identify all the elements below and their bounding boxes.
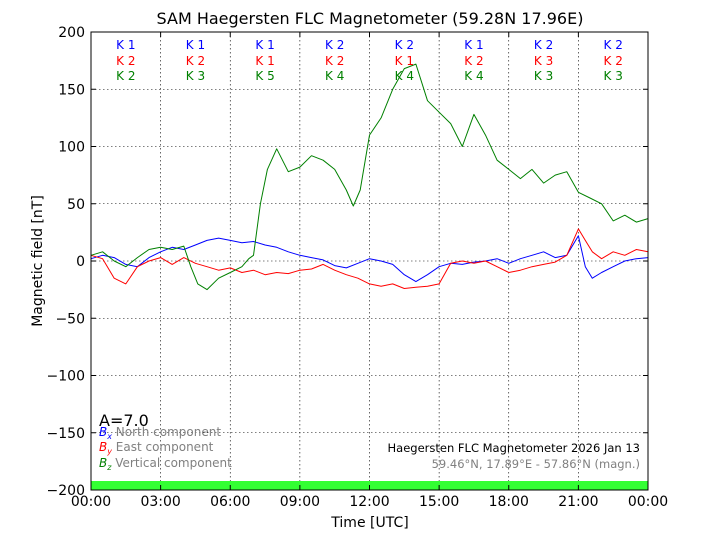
- k-index-north: K 2: [325, 38, 344, 52]
- legend-item: Bx North component: [99, 425, 221, 441]
- x-tick-label: 15:00: [419, 494, 459, 510]
- y-axis-label: Magnetic field [nT]: [30, 195, 46, 327]
- x-axis-label: Time [UTC]: [330, 515, 408, 531]
- x-tick-label: 21:00: [558, 494, 598, 510]
- k-index-north: K 1: [464, 38, 483, 52]
- k-index-north: K 2: [604, 38, 623, 52]
- k-index-vertical: K 4: [464, 69, 483, 83]
- k-index-east: K 1: [395, 54, 414, 68]
- k-index-north: K 1: [255, 38, 274, 52]
- k-index-east: K 2: [325, 54, 344, 68]
- k-index-east: K 2: [186, 54, 205, 68]
- a-index: A=7.0: [99, 411, 149, 430]
- y-tick-label: 200: [58, 25, 85, 41]
- x-tick-label: 18:00: [489, 494, 529, 510]
- series-layer: [90, 63, 649, 291]
- k-index-east: K 2: [464, 54, 483, 68]
- k-index-east: K 3: [534, 54, 553, 68]
- k-index-east: K 2: [604, 54, 623, 68]
- k-index-vertical: K 5: [255, 69, 274, 83]
- k-index-east: K 2: [116, 54, 135, 68]
- k-index-vertical: K 2: [116, 69, 135, 83]
- k-index-north: K 2: [534, 38, 553, 52]
- legend-item: By East component: [99, 440, 214, 456]
- y-tick-label: 0: [76, 254, 85, 270]
- y-tick-label: −50: [55, 311, 85, 327]
- grid: [91, 32, 648, 490]
- station-annotation: Haegersten FLC Magnetometer 2026 Jan 13: [388, 441, 640, 455]
- x-tick-label: 12:00: [349, 494, 389, 510]
- coords-annotation: 59.46°N, 17.89°E - 57.86°N (magn.): [432, 457, 640, 471]
- k-index-vertical: K 3: [604, 69, 623, 83]
- x-tick-label: 06:00: [210, 494, 250, 510]
- y-tick-label: 150: [58, 82, 85, 98]
- series-line-vertical: [90, 63, 649, 291]
- y-tick-label: −100: [47, 369, 85, 385]
- chart-title: SAM Haegersten FLC Magnetometer (59.28N …: [157, 9, 584, 28]
- y-tick-label: −200: [47, 483, 85, 499]
- k-index-vertical: K 3: [186, 69, 205, 83]
- y-tick-label: 50: [67, 197, 85, 213]
- y-tick-label: −150: [47, 426, 85, 442]
- k-index-vertical: K 3: [534, 69, 553, 83]
- series-line-north: [90, 235, 649, 283]
- k-index-vertical: K 4: [395, 69, 414, 83]
- x-tick-label: 00:00: [628, 494, 668, 510]
- x-tick-label: 03:00: [140, 494, 180, 510]
- legend-item: Bz Vertical component: [99, 456, 232, 472]
- k-index-east: K 1: [255, 54, 274, 68]
- k-index-vertical: K 4: [325, 69, 344, 83]
- x-tick-label: 09:00: [280, 494, 320, 510]
- k-index-north: K 1: [116, 38, 135, 52]
- series-line-east: [90, 228, 649, 289]
- x-tick-label: 00:00: [71, 494, 111, 510]
- k-index-north: K 2: [395, 38, 414, 52]
- y-tick-label: 100: [58, 140, 85, 156]
- axis-ticks: 00:00 03:00 06:00 09:00 12:00 15:00 18:00 21:00…: [47, 25, 669, 510]
- k-index-north: K 1: [186, 38, 205, 52]
